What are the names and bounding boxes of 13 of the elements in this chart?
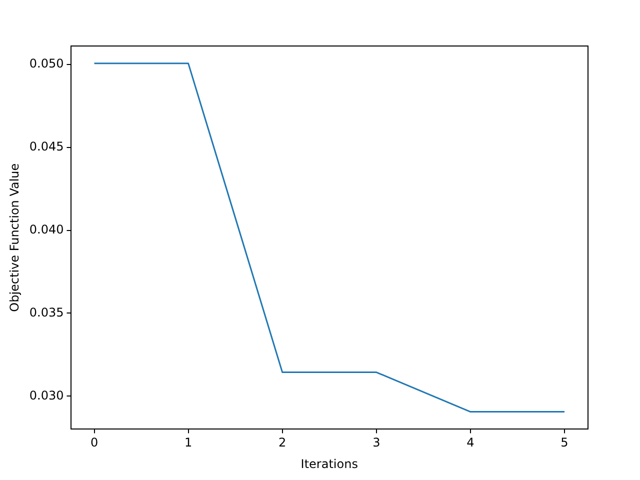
y-tick-label: 0.030 [29,388,64,402]
x-tick-label: 5 [560,436,568,450]
y-tick-label: 0.040 [29,222,64,236]
y-tick-label: 0.050 [29,56,64,71]
y-tick-label: 0.035 [29,305,64,320]
x-tick-label: 4 [466,436,474,450]
x-tick-label: 1 [184,436,192,450]
x-axis-title: Iterations [300,456,358,471]
x-tick-label: 3 [372,436,380,450]
y-tick-label: 0.045 [29,139,64,154]
x-tick-label: 2 [278,436,286,450]
y-axis-title: Objective Function Value [7,163,22,312]
x-tick-label: 0 [90,436,98,450]
